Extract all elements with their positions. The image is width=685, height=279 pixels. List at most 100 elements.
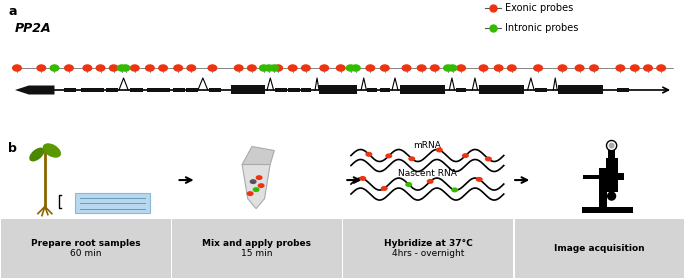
Bar	[617, 88, 629, 92]
Ellipse shape	[381, 186, 388, 191]
Ellipse shape	[247, 191, 253, 196]
Text: PP2A: PP2A	[15, 22, 51, 35]
Polygon shape	[15, 85, 55, 95]
Bar	[231, 85, 265, 95]
Ellipse shape	[158, 64, 168, 72]
Ellipse shape	[82, 64, 92, 72]
Ellipse shape	[145, 64, 155, 72]
Ellipse shape	[269, 64, 279, 72]
Bar	[456, 88, 466, 92]
Ellipse shape	[351, 64, 361, 72]
Ellipse shape	[615, 64, 625, 72]
Ellipse shape	[42, 143, 61, 158]
Ellipse shape	[475, 177, 483, 182]
Text: 15 min: 15 min	[241, 249, 273, 258]
Bar	[380, 88, 390, 92]
Ellipse shape	[656, 64, 666, 72]
Text: Hybridize at 37°C: Hybridize at 37°C	[384, 239, 473, 248]
Bar	[584, 175, 613, 179]
Text: b: b	[8, 141, 17, 155]
Ellipse shape	[575, 64, 584, 72]
Ellipse shape	[359, 176, 366, 181]
Ellipse shape	[109, 64, 119, 72]
Ellipse shape	[208, 64, 217, 72]
Bar	[158, 88, 171, 92]
Bar	[275, 88, 287, 92]
Ellipse shape	[443, 64, 453, 72]
Ellipse shape	[365, 64, 375, 72]
FancyBboxPatch shape	[514, 219, 684, 278]
Bar	[301, 88, 311, 92]
Ellipse shape	[173, 64, 183, 72]
Circle shape	[607, 191, 616, 201]
Ellipse shape	[256, 175, 262, 180]
Ellipse shape	[129, 64, 140, 72]
Text: Exonic probes: Exonic probes	[506, 3, 573, 13]
Ellipse shape	[186, 64, 197, 72]
Bar	[173, 88, 185, 92]
Ellipse shape	[288, 64, 298, 72]
Ellipse shape	[319, 64, 329, 72]
Bar	[558, 85, 603, 95]
Ellipse shape	[95, 64, 105, 72]
Bar	[209, 88, 221, 92]
Ellipse shape	[429, 64, 440, 72]
Ellipse shape	[485, 157, 492, 162]
Text: Image acquisition: Image acquisition	[554, 244, 645, 253]
Ellipse shape	[29, 148, 45, 162]
Ellipse shape	[456, 64, 466, 72]
Circle shape	[608, 143, 614, 149]
Ellipse shape	[479, 64, 488, 72]
Ellipse shape	[336, 64, 346, 72]
Ellipse shape	[462, 153, 469, 158]
Ellipse shape	[589, 64, 599, 72]
Bar	[582, 207, 633, 213]
Ellipse shape	[264, 64, 274, 72]
Ellipse shape	[345, 64, 356, 72]
Ellipse shape	[273, 64, 283, 72]
Bar	[535, 88, 547, 92]
Bar	[130, 88, 143, 92]
Ellipse shape	[643, 64, 653, 72]
Ellipse shape	[36, 64, 47, 72]
Ellipse shape	[247, 64, 257, 72]
Ellipse shape	[558, 64, 567, 72]
Bar	[92, 88, 105, 92]
Bar	[288, 88, 300, 92]
Ellipse shape	[416, 64, 427, 72]
Text: Intronic probes: Intronic probes	[506, 23, 579, 33]
FancyBboxPatch shape	[1, 219, 171, 278]
Ellipse shape	[494, 64, 503, 72]
Ellipse shape	[259, 64, 269, 72]
Text: 4hrs - overnight: 4hrs - overnight	[392, 249, 464, 258]
Text: Prepare root samples: Prepare root samples	[31, 239, 140, 248]
Text: 60 min: 60 min	[70, 249, 101, 258]
Text: Nascent RNA: Nascent RNA	[398, 169, 457, 178]
Ellipse shape	[447, 64, 458, 72]
Ellipse shape	[121, 64, 131, 72]
Ellipse shape	[258, 183, 264, 188]
Ellipse shape	[406, 182, 412, 187]
Ellipse shape	[630, 64, 640, 72]
Ellipse shape	[249, 179, 257, 184]
Bar	[15, 85, 55, 95]
Bar	[608, 150, 615, 160]
Ellipse shape	[401, 64, 412, 72]
FancyBboxPatch shape	[343, 219, 513, 278]
Ellipse shape	[451, 187, 458, 193]
Bar	[319, 85, 357, 95]
Ellipse shape	[379, 64, 390, 72]
Polygon shape	[242, 165, 270, 209]
Bar	[599, 169, 607, 207]
Polygon shape	[242, 146, 274, 165]
Ellipse shape	[427, 179, 434, 184]
Ellipse shape	[49, 64, 60, 72]
Bar	[606, 158, 618, 192]
FancyBboxPatch shape	[172, 219, 342, 278]
Bar	[599, 173, 624, 180]
Ellipse shape	[385, 153, 393, 158]
Bar	[400, 85, 445, 95]
Ellipse shape	[253, 187, 260, 192]
Text: a: a	[8, 5, 16, 18]
Ellipse shape	[365, 152, 373, 157]
